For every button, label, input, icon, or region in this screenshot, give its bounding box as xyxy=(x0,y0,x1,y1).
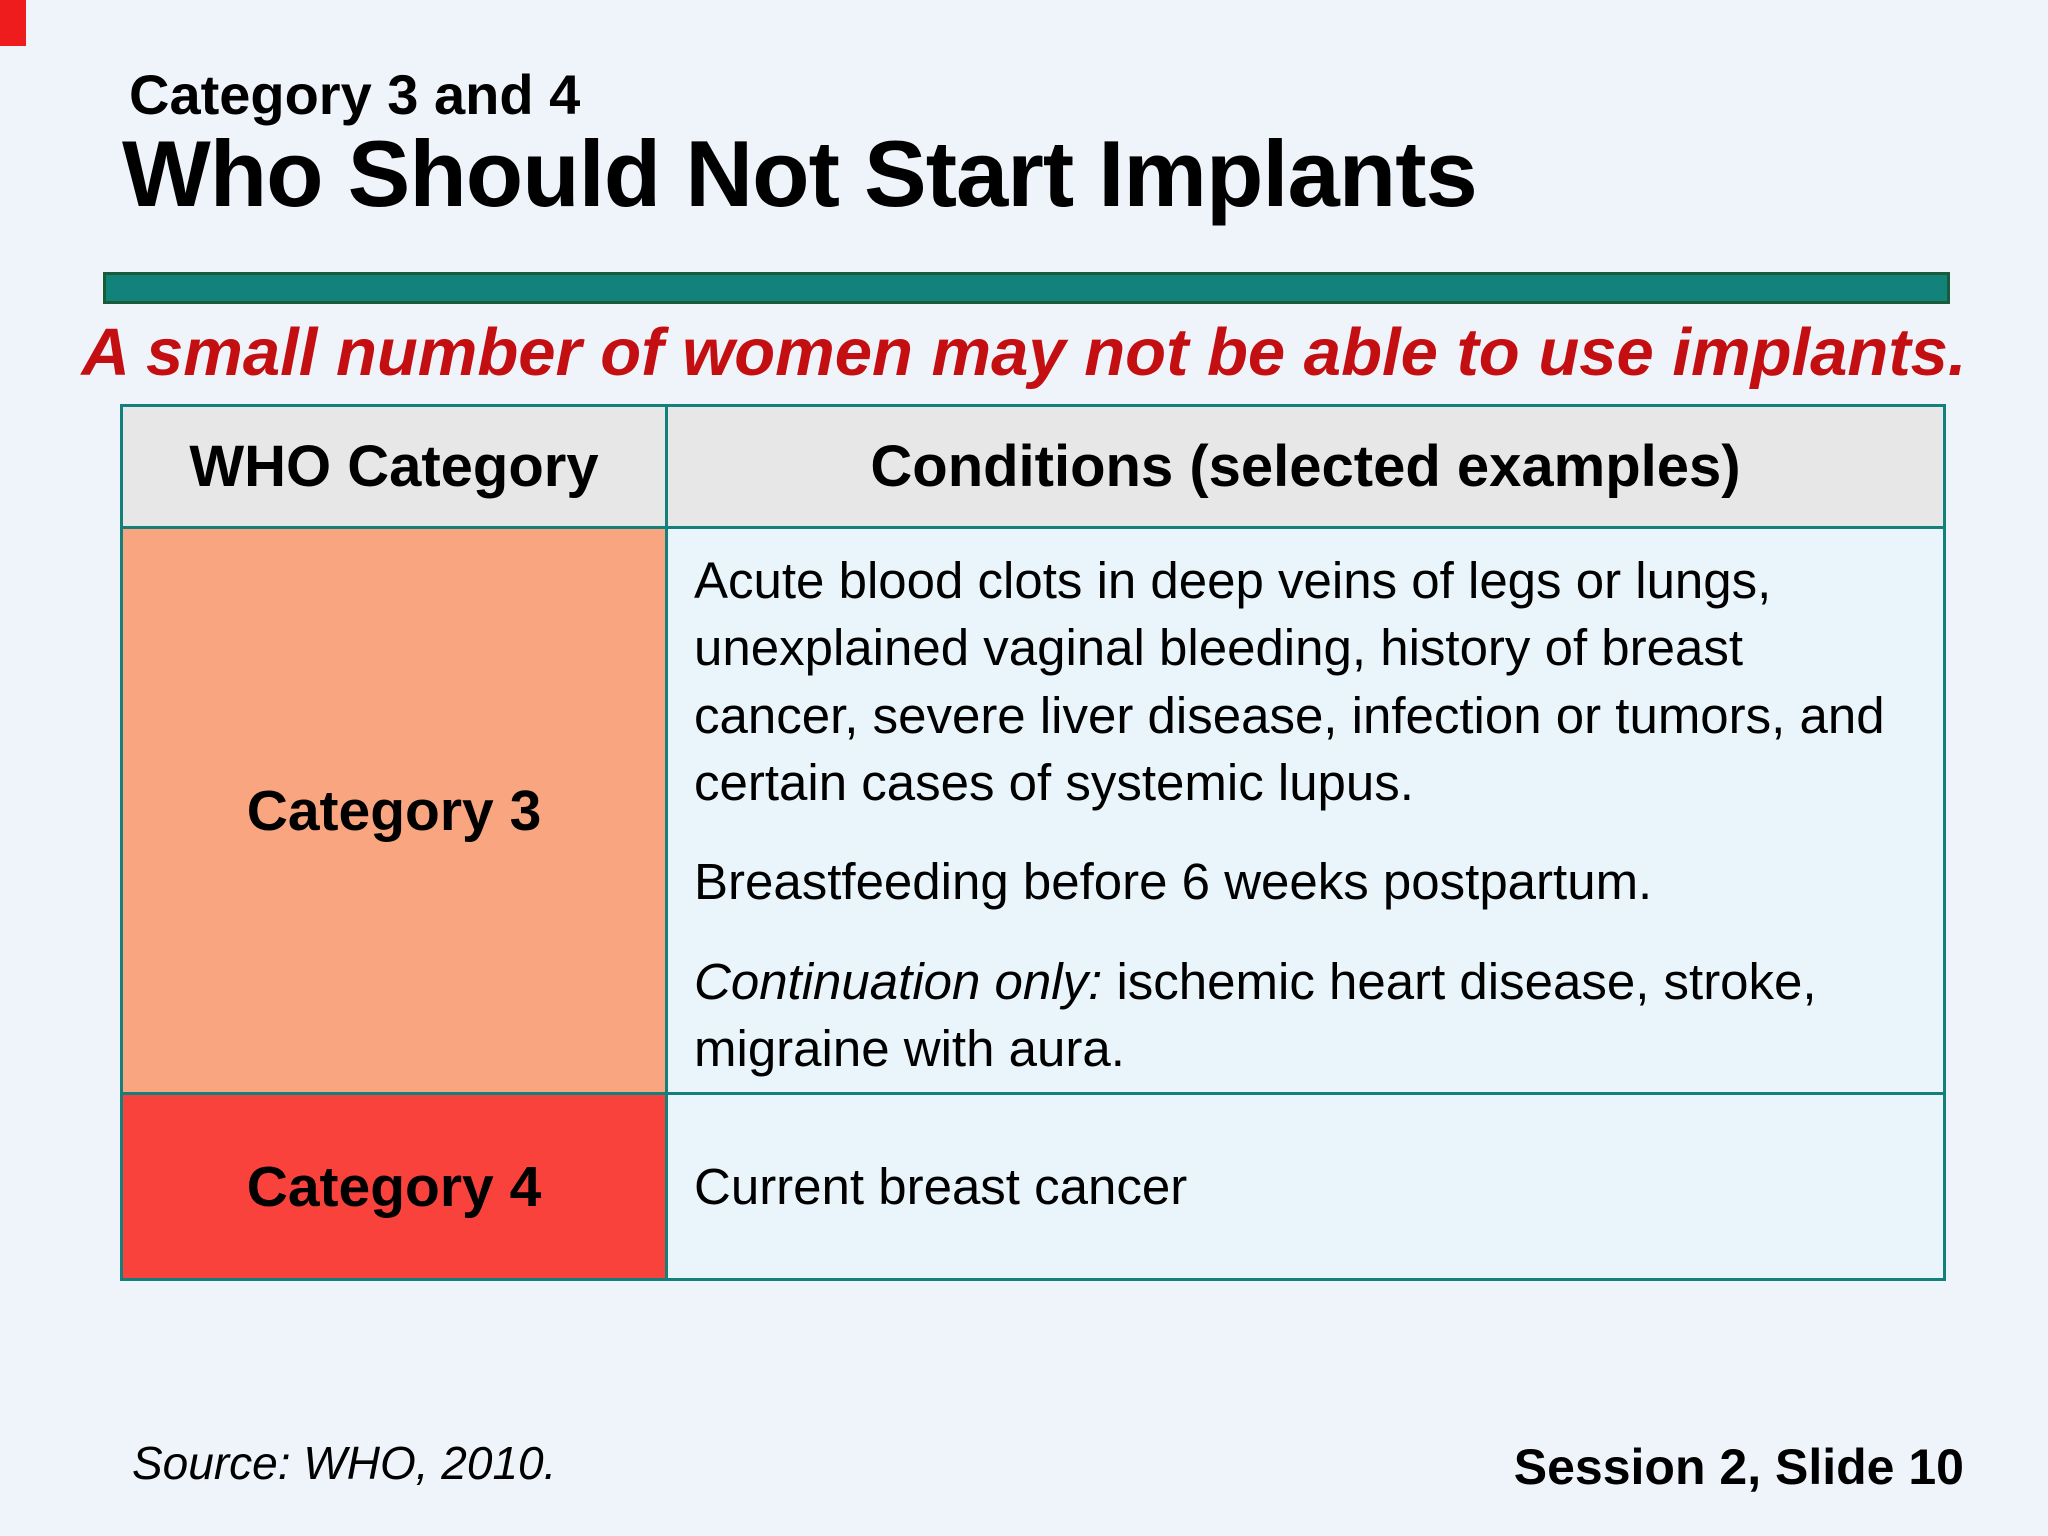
condition-paragraph: Acute blood clots in deep veins of legs … xyxy=(694,552,1885,811)
who-category-table: WHO Category Conditions (selected exampl… xyxy=(120,404,1946,1282)
category-4-conditions-cell: Current breast cancer xyxy=(665,1092,1946,1282)
continuation-only-text: ischemic heart disease, stroke, migraine… xyxy=(694,952,1817,1077)
slide-title: Who Should Not Start Implants xyxy=(122,121,1478,226)
header-cell-conditions: Conditions (selected examples) xyxy=(665,404,1946,529)
red-corner-accent xyxy=(0,0,26,46)
continuation-only-label: Continuation only: xyxy=(694,952,1103,1010)
teal-divider-bar xyxy=(103,272,1950,304)
category-3-conditions-cell: Acute blood clots in deep veins of legs … xyxy=(665,525,1946,1096)
table-row: Category 3 Acute blood clots in deep vei… xyxy=(120,525,1946,1096)
condition-paragraph: Current breast cancer xyxy=(694,1158,1188,1216)
source-citation: Source: WHO, 2010. xyxy=(132,1437,557,1489)
condition-paragraph: Breastfeeding before 6 weeks postpartum. xyxy=(694,853,1653,911)
category-3-cell: Category 3 xyxy=(120,525,668,1096)
condition-paragraph: Continuation only: ischemic heart diseas… xyxy=(694,948,1917,1083)
slide-kicker: Category 3 and 4 xyxy=(129,63,581,126)
header-cell-who-category: WHO Category xyxy=(120,404,668,529)
table-header-row: WHO Category Conditions (selected exampl… xyxy=(120,404,1946,529)
slide-number: Session 2, Slide 10 xyxy=(1513,1439,1964,1495)
lead-statement: A small number of women may not be able … xyxy=(81,315,1967,390)
category-4-cell: Category 4 xyxy=(120,1092,668,1282)
table-row: Category 4 Current breast cancer xyxy=(120,1092,1946,1282)
